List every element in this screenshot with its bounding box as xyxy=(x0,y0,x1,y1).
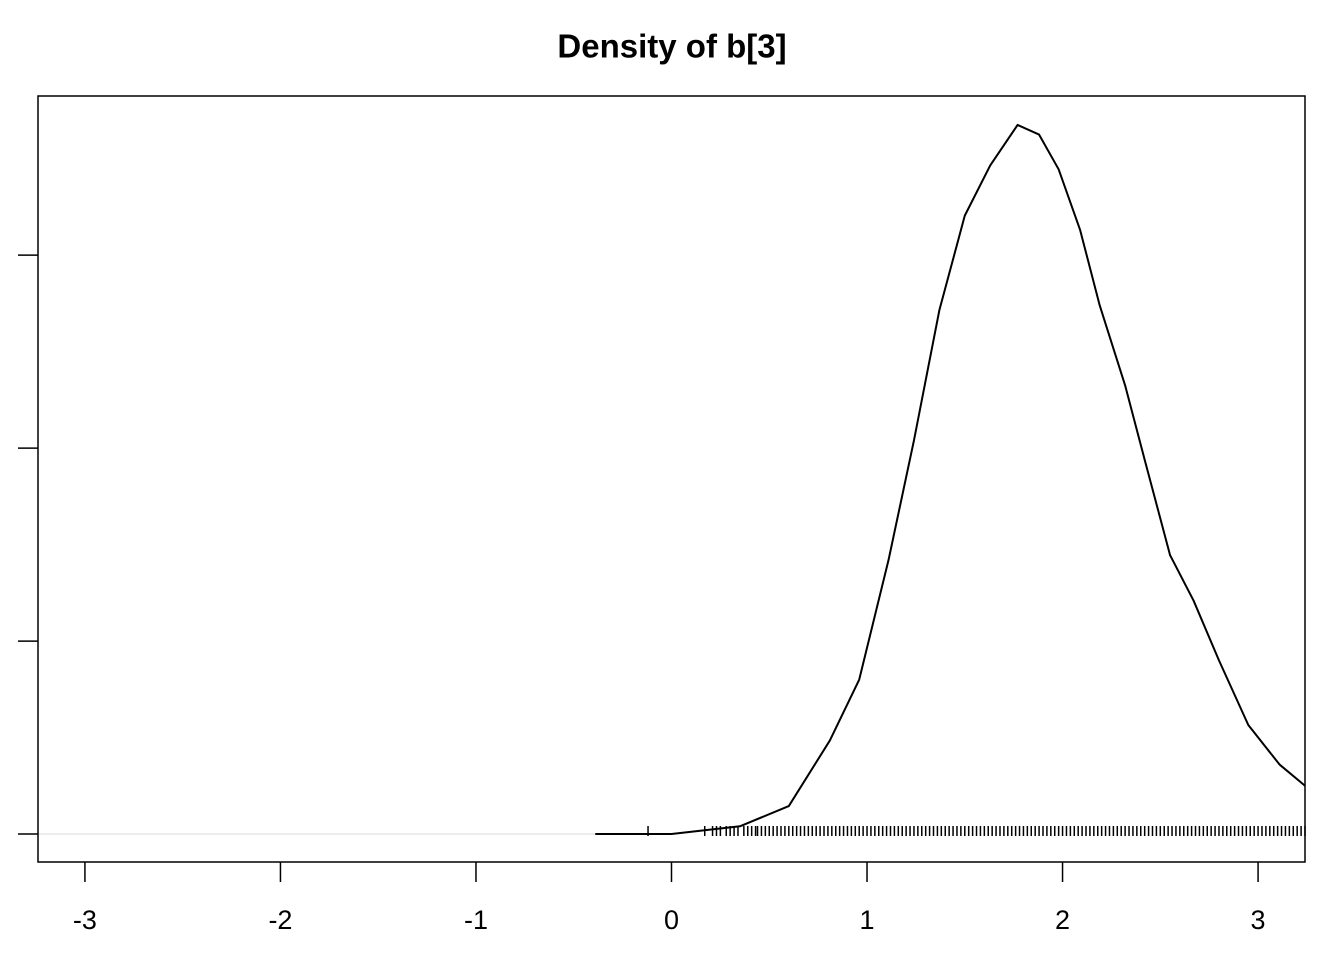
chart-title: Density of b[3] xyxy=(557,28,786,65)
x-tick-label: 0 xyxy=(664,905,679,935)
x-tick-label: 2 xyxy=(1055,905,1070,935)
x-tick-label: 3 xyxy=(1251,905,1266,935)
plot-frame xyxy=(37,95,1306,863)
x-tick-label: -3 xyxy=(73,905,97,935)
x-tick-label: 1 xyxy=(860,905,875,935)
x-tick-label: -2 xyxy=(268,905,292,935)
x-tick-label: -1 xyxy=(464,905,488,935)
density-curve xyxy=(595,123,1306,836)
